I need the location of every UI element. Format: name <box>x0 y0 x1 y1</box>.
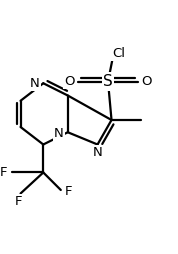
Text: N: N <box>54 128 64 140</box>
Text: Cl: Cl <box>112 47 125 60</box>
Text: F: F <box>15 195 23 208</box>
Text: O: O <box>141 75 152 88</box>
Text: F: F <box>65 185 72 198</box>
Text: O: O <box>64 75 75 88</box>
Text: S: S <box>103 74 113 89</box>
Text: N: N <box>30 77 39 90</box>
Text: F: F <box>0 166 8 179</box>
Text: N: N <box>93 146 102 159</box>
